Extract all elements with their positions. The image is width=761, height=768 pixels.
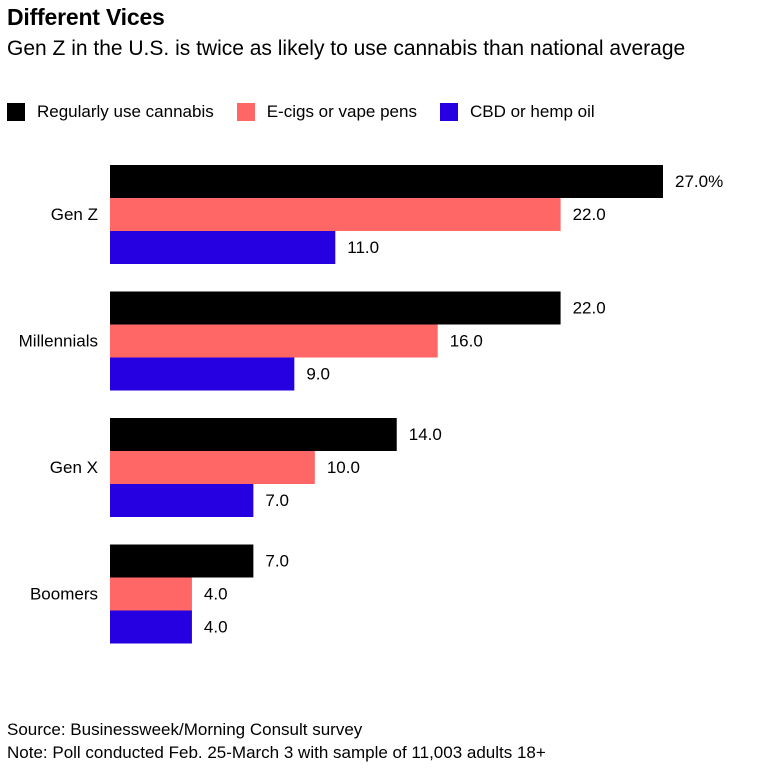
chart-subtitle: Gen Z in the U.S. is twice as likely to … [7, 37, 686, 60]
bar-boomers-e-cigs-or-vape-pens [110, 577, 192, 611]
legend-swatch-cannabis [7, 103, 25, 121]
data-label-gen-x-regularly-use-cannabis: 14.0 [409, 425, 442, 444]
legend-swatch-cbd [439, 103, 458, 121]
category-label-boomers: Boomers [30, 585, 98, 604]
bar-millennials-cbd-or-hemp-oil [110, 357, 295, 391]
legend-item-cannabis: Regularly use cannabis [7, 102, 214, 122]
data-label-gen-x-e-cigs-or-vape-pens: 10.0 [327, 458, 360, 477]
bar-gen-z-regularly-use-cannabis [110, 165, 663, 198]
category-label-gen-x: Gen X [50, 458, 98, 477]
data-label-millennials-e-cigs-or-vape-pens: 16.0 [450, 332, 483, 351]
data-label-gen-z-regularly-use-cannabis: 27.0% [675, 172, 723, 191]
source-note: Source: Businessweek/Morning Consult sur… [7, 720, 363, 739]
category-label-millennials: Millennials [19, 332, 98, 351]
data-label-boomers-e-cigs-or-vape-pens: 4.0 [204, 585, 228, 604]
data-label-boomers-regularly-use-cannabis: 7.0 [265, 552, 289, 571]
methodology-note: Note: Poll conducted Feb. 25-March 3 wit… [7, 743, 546, 762]
legend-item-cbd: CBD or hemp oil [439, 102, 595, 122]
bar-gen-x-cbd-or-hemp-oil [110, 484, 254, 517]
bar-gen-z-e-cigs-or-vape-pens [110, 198, 561, 231]
bar-gen-z-cbd-or-hemp-oil [110, 231, 336, 264]
category-label-gen-z: Gen Z [51, 205, 98, 224]
legend-item-ecigs: E-cigs or vape pens [236, 102, 417, 122]
chart-title: Different Vices [7, 4, 165, 30]
data-label-gen-x-cbd-or-hemp-oil: 7.0 [265, 491, 289, 510]
data-label-millennials-regularly-use-cannabis: 22.0 [573, 299, 606, 318]
bar-gen-x-e-cigs-or-vape-pens [110, 451, 315, 484]
data-label-gen-z-e-cigs-or-vape-pens: 22.0 [573, 205, 606, 224]
data-label-millennials-cbd-or-hemp-oil: 9.0 [306, 365, 330, 384]
bar-millennials-e-cigs-or-vape-pens [110, 324, 438, 358]
data-label-gen-z-cbd-or-hemp-oil: 11.0 [347, 238, 379, 257]
bar-chart: Gen Z 27.0% 22.0 11.0 Millennials 22.0 16.0 9.0… [19, 165, 723, 644]
bar-boomers-cbd-or-hemp-oil [110, 610, 192, 644]
bar-gen-x-regularly-use-cannabis [110, 418, 397, 451]
data-label-boomers-cbd-or-hemp-oil: 4.0 [204, 618, 228, 637]
legend-label-cannabis: Regularly use cannabis [37, 102, 214, 121]
legend-label-ecigs: E-cigs or vape pens [266, 102, 417, 121]
bar-millennials-regularly-use-cannabis [110, 291, 561, 325]
legend-swatch-ecigs [236, 103, 255, 121]
bar-boomers-regularly-use-cannabis [110, 544, 254, 578]
legend: Regularly use cannabis E-cigs or vape pe… [7, 101, 618, 123]
legend-label-cbd: CBD or hemp oil [469, 102, 595, 121]
